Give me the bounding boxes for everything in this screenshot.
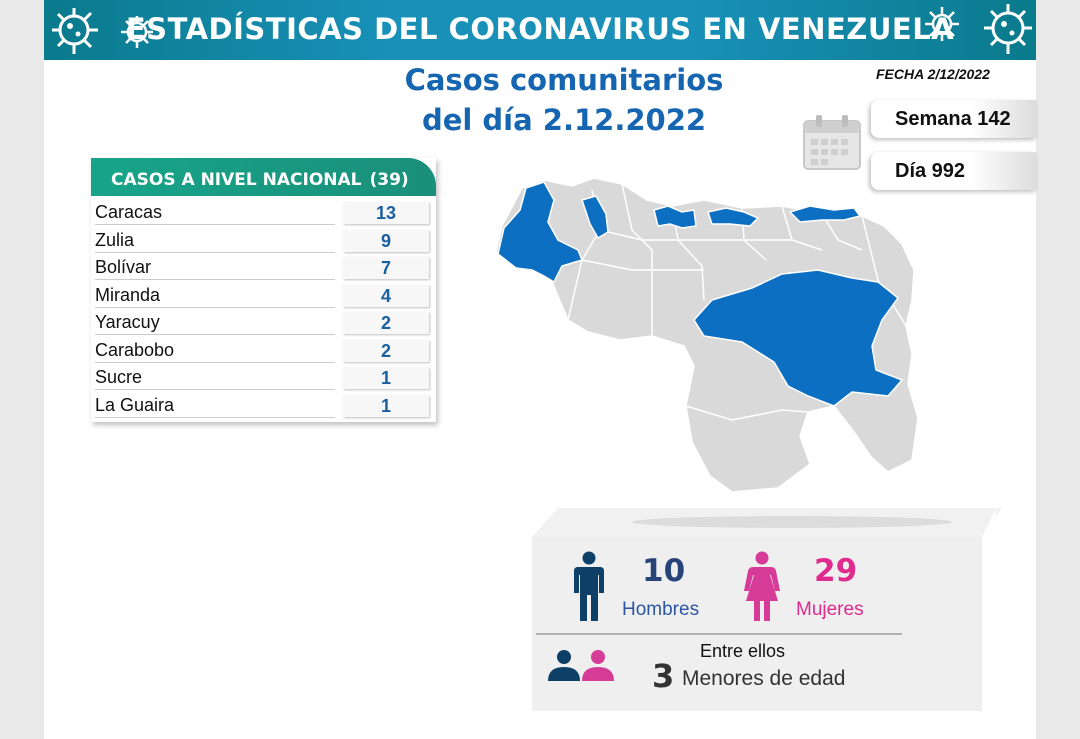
stats-card-header (532, 508, 1002, 537)
state-name: Yaracuy (95, 310, 335, 335)
table-row: Miranda 4 (91, 283, 436, 311)
week-badge: Semana 142 (871, 100, 1037, 138)
virus-icon (121, 16, 153, 48)
infographic-page: ESTADÍSTICAS DEL CORONAVIRUS EN VENEZUEL… (44, 0, 1037, 739)
date-label: FECHA 2/12/2022 (876, 66, 990, 82)
map-state-bolivar (693, 269, 904, 407)
state-name: Miranda (95, 283, 335, 308)
man-icon (574, 551, 604, 621)
state-cases: 1 (343, 395, 429, 417)
virus-icon (984, 4, 1032, 54)
state-cases: 1 (343, 367, 429, 389)
map-state-zulia (497, 181, 584, 284)
map-state-miranda-caracas (707, 207, 760, 227)
minors-icon (548, 650, 614, 681)
table-header: CASOS A NIVEL NACIONAL (39) (91, 158, 436, 196)
state-name: Sucre (95, 365, 335, 390)
woman-icon (744, 551, 780, 621)
calendar-icon (803, 115, 861, 170)
state-name: Carabobo (95, 338, 335, 363)
men-label: Hombres (622, 599, 700, 620)
table-row: Bolívar 7 (91, 255, 436, 283)
subtitle-line-1: Casos comunitarios (404, 63, 724, 97)
subtitle: Casos comunitarios del día 2.12.2022 (374, 60, 754, 140)
stats-divider (536, 633, 902, 635)
map-state-yaracuy-carabobo (653, 205, 697, 229)
table-header-label: CASOS A NIVEL NACIONAL (111, 170, 362, 190)
state-cases: 2 (343, 340, 429, 362)
table-row: Sucre 1 (91, 365, 436, 393)
day-badge: Día 992 (871, 152, 1037, 190)
virus-icon (925, 7, 959, 41)
table-header-total: (39) (369, 170, 409, 190)
table-row: Zulia 9 (91, 228, 436, 256)
stats-card-fold (982, 508, 996, 711)
state-name: Bolívar (95, 255, 335, 280)
table-row: Yaracuy 2 (91, 310, 436, 338)
state-cases: 7 (343, 257, 429, 279)
venezuela-map (495, 177, 919, 493)
virus-icon (52, 8, 98, 54)
gender-stats-card (532, 537, 982, 711)
among-label: Entre ellos (700, 641, 786, 661)
state-name: Caracas (95, 200, 335, 225)
minors-count: 3 (652, 657, 675, 695)
subtitle-line-2: del día 2.12.2022 (421, 103, 707, 137)
table-row: Caracas 13 (91, 200, 436, 228)
header-banner: ESTADÍSTICAS DEL CORONAVIRUS EN VENEZUEL… (44, 0, 1036, 60)
state-cases: 4 (343, 285, 429, 307)
state-cases: 2 (343, 312, 429, 334)
women-count: 29 (814, 553, 858, 589)
state-name: La Guaira (95, 393, 335, 418)
state-cases: 9 (343, 230, 429, 252)
table-row: Carabobo 2 (91, 338, 436, 366)
page-title: ESTADÍSTICAS DEL CORONAVIRUS EN VENEZUEL… (125, 12, 955, 46)
men-count: 10 (642, 553, 686, 589)
state-name: Zulia (95, 228, 335, 253)
national-cases-table: CASOS A NIVEL NACIONAL (39) Caracas 13 Zu… (91, 158, 436, 422)
map-state-sucre (788, 205, 862, 223)
women-label: Mujeres (796, 599, 864, 620)
state-cases: 13 (343, 202, 429, 224)
minors-label: Menores de edad (682, 667, 846, 690)
table-row: La Guaira 1 (91, 393, 436, 421)
map-state-falcon-lake (581, 195, 609, 240)
